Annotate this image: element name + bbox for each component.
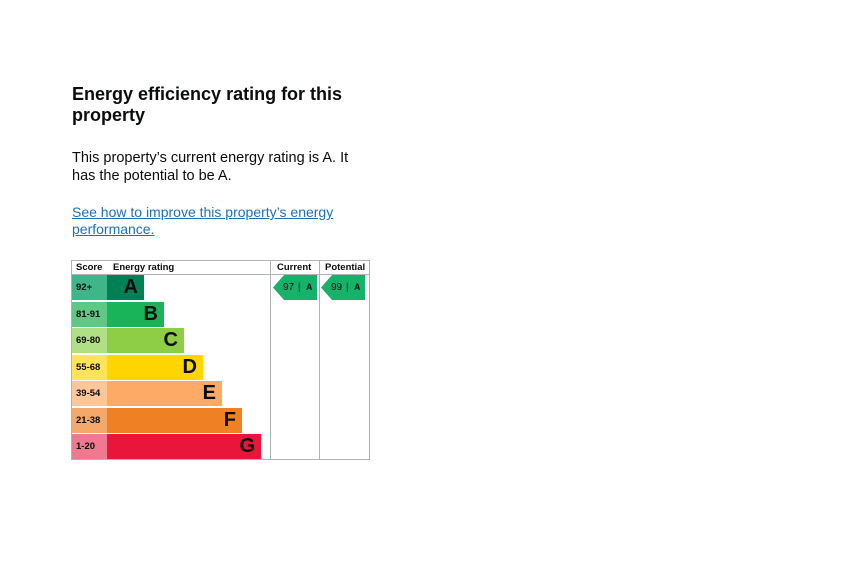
potential-rating-arrow: 99 | A <box>321 275 365 300</box>
header-divider <box>72 274 369 275</box>
band-score-c: 69-80 <box>72 328 107 353</box>
band-letter-a: A <box>123 276 138 298</box>
header-potential: Potential <box>325 262 366 273</box>
band-bar-e: E <box>107 381 222 406</box>
band-score-g: 1-20 <box>72 434 107 459</box>
potential-letter: A <box>354 282 361 292</box>
potential-separator: | <box>346 282 349 293</box>
page-title: Energy efficiency rating for this proper… <box>72 84 343 125</box>
band-bar-c: C <box>107 328 184 353</box>
band-letter-c: C <box>163 329 178 351</box>
energy-rating-chart: Score Energy rating Current Potential 92… <box>71 260 370 460</box>
band-score-a: 92+ <box>72 275 107 300</box>
band-score-b: 81-91 <box>72 301 107 327</box>
improve-energy-link[interactable]: See how to improve this property’s energ… <box>72 204 334 237</box>
current-letter: A <box>306 282 313 292</box>
header-energy-rating: Energy rating <box>113 262 175 273</box>
band-bar-g: G <box>107 434 261 459</box>
current-score: 97 <box>283 282 295 293</box>
band-letter-f: F <box>223 408 236 431</box>
band-bar-d: D <box>107 354 203 380</box>
band-bar-f: F <box>107 407 242 433</box>
rating-summary: This property’s current energy rating is… <box>72 150 349 184</box>
current-separator: | <box>298 282 301 293</box>
band-letter-g: G <box>239 435 255 457</box>
band-score-f: 21-38 <box>72 407 107 433</box>
band-letter-e: E <box>202 382 216 404</box>
header-current: Current <box>277 262 312 273</box>
current-column-divider <box>270 261 271 459</box>
header-score: Score <box>76 262 103 273</box>
current-rating-arrow: 97 | A <box>273 275 317 300</box>
band-bar-b: B <box>107 301 164 327</box>
band-letter-b: B <box>143 302 158 325</box>
band-letter-d: D <box>182 355 197 378</box>
band-score-e: 39-54 <box>72 381 107 406</box>
potential-score: 99 <box>331 282 343 293</box>
band-bar-a: A <box>107 275 144 300</box>
band-score-d: 55-68 <box>72 354 107 380</box>
potential-column-divider <box>319 261 320 459</box>
